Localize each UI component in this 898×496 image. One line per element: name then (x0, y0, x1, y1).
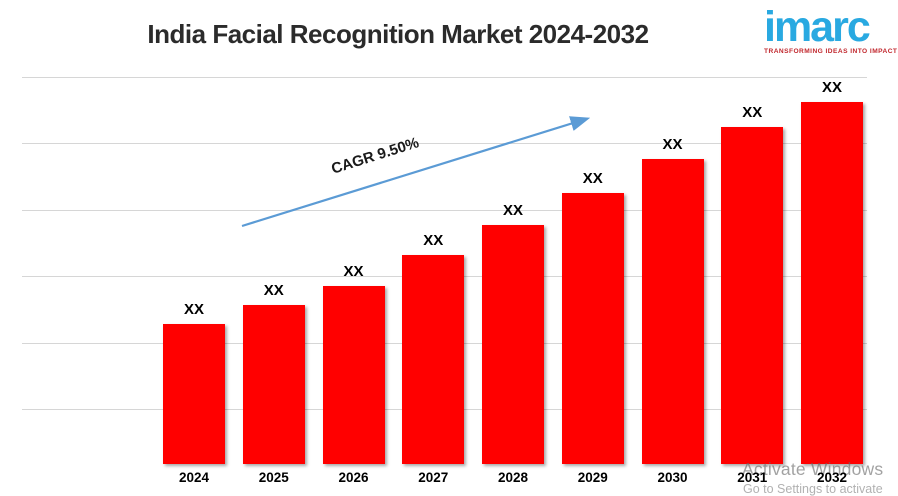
chart-title: India Facial Recognition Market 2024-203… (147, 19, 649, 49)
value-label-2024: XX (183, 301, 204, 318)
bar-2025 (242, 305, 305, 464)
bar-2031 (721, 127, 784, 464)
value-label-2029: XX (582, 170, 603, 187)
value-label-2028: XX (502, 202, 523, 219)
bar-2032 (801, 102, 863, 464)
bar-2028 (482, 225, 544, 464)
axis-label-2029: 2029 (577, 470, 608, 485)
value-label-2025: XX (263, 282, 284, 299)
axis-label-2028: 2028 (497, 470, 529, 485)
imarc-logo-text: imarc (764, 3, 871, 51)
bar-2030 (641, 159, 704, 464)
bar-2024 (163, 324, 225, 464)
value-label-2032: XX (821, 79, 842, 96)
axis-label-2032: 2032 (816, 470, 848, 485)
axis-label-2027: 2027 (418, 470, 449, 485)
imarc-logo-tagline: TRANSFORMING IDEAS INTO IMPACT (764, 48, 898, 55)
gridline-0 (22, 77, 867, 78)
axis-label-2026: 2026 (338, 470, 369, 485)
bar-2026 (322, 286, 385, 464)
value-label-2031: XX (742, 104, 763, 121)
axis-label-2024: 2024 (178, 470, 210, 485)
value-label-2030: XX (662, 136, 683, 153)
imarc-logo: imarc TRANSFORMING IDEAS INTO IMPACT (764, 3, 898, 56)
gridline-2 (22, 210, 867, 211)
bar-2029 (561, 193, 624, 464)
bar-2027 (402, 255, 465, 464)
value-label-2026: XX (343, 263, 364, 280)
axis-label-2025: 2025 (258, 470, 289, 485)
gridline-1 (22, 143, 867, 144)
axis-label-2030: 2030 (657, 470, 688, 485)
value-label-2027: XX (423, 232, 444, 249)
axis-label-2031: 2031 (737, 470, 768, 485)
